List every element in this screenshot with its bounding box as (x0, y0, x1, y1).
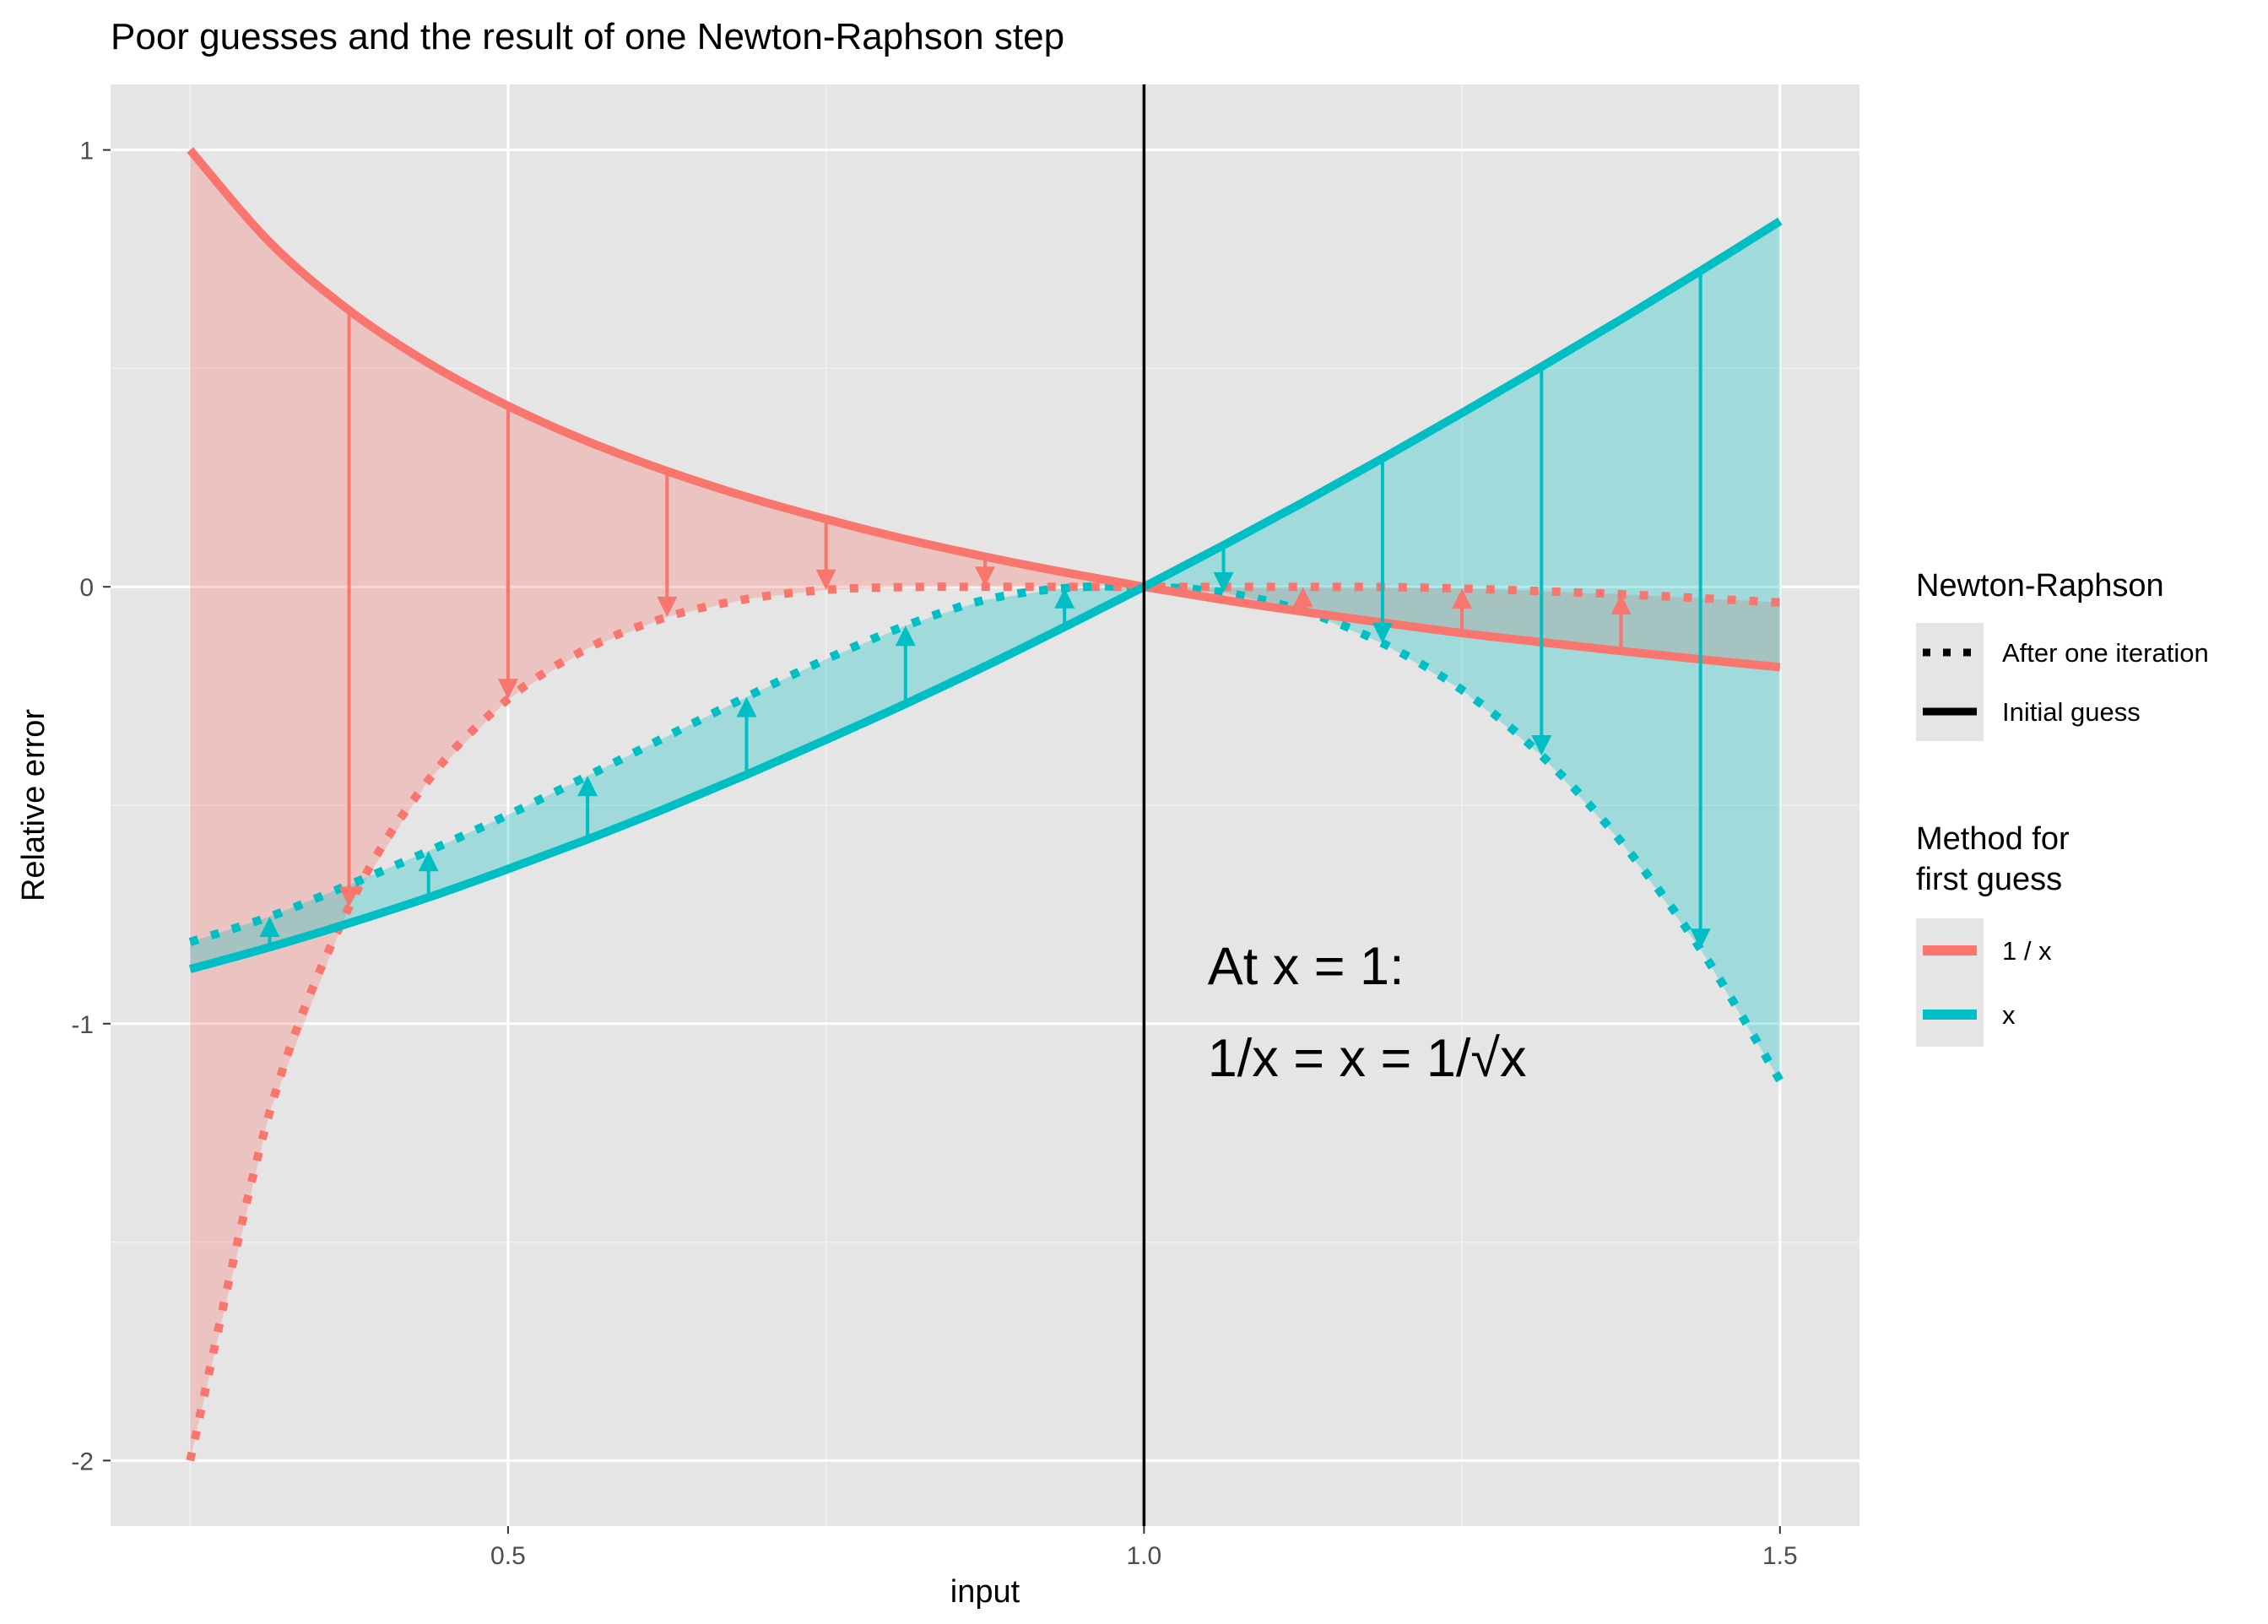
arrow-head-inverse (1610, 594, 1632, 614)
series-x-initial (188, 217, 1783, 973)
legend-label-inverse: 1 / x (2002, 936, 2052, 966)
newton-step-arrows (259, 271, 1711, 950)
arrow-head-inverse (497, 679, 518, 700)
y-axis-title: Relative error (16, 709, 51, 901)
y-axis: 1 0 -1 -2 (71, 138, 111, 1475)
series-inverse-initial (187, 147, 1781, 672)
annotation-line-2: 1/x = x = 1/√x (1208, 1029, 1527, 1088)
x-tick-label: 1.0 (1127, 1542, 1162, 1570)
legend-label-after-iteration: After one iteration (2002, 638, 2209, 668)
arrow-head-x (1213, 571, 1234, 593)
arrow-head-x (895, 625, 916, 647)
x-tick-label: 0.5 (490, 1542, 526, 1570)
arrow-head-x (418, 851, 439, 872)
x-axis: 0.5 1.0 1.5 (490, 1526, 1798, 1570)
arrow-head-inverse (657, 596, 678, 617)
arrow-head-inverse (1292, 587, 1313, 608)
y-tick-label: 1 (79, 138, 94, 165)
arrow-head-inverse (975, 566, 995, 587)
ribbon-x (190, 221, 1780, 1081)
y-tick-label: 0 (79, 574, 94, 602)
error-ribbons (190, 149, 1780, 1461)
y-tick-label: -2 (71, 1448, 94, 1475)
arrow-head-x (259, 917, 280, 937)
legend-title-linetype: Newton-Raphson (1916, 568, 2164, 604)
arrow-head-inverse (338, 886, 360, 907)
legend-label-x: x (2002, 1000, 2016, 1030)
arrow-head-x (577, 776, 598, 797)
legend-label-initial-guess: Initial guess (2002, 697, 2141, 727)
arrow-head-x (1372, 623, 1393, 643)
legend-title-method-line2: first guess (1916, 862, 2062, 897)
arrow-head-x (1531, 735, 1552, 755)
x-tick-label: 1.5 (1762, 1542, 1798, 1570)
arrow-head-inverse (815, 569, 836, 590)
arrow-head-x (736, 696, 757, 717)
arrow-head-x (1690, 928, 1711, 950)
x-axis-title: input (950, 1574, 1020, 1610)
legend-title-method-line1: Method for (1916, 821, 2070, 857)
legend: Newton-Raphson After one iteration Initi… (1916, 568, 2209, 1047)
annotation-line-1: At x = 1: (1208, 937, 1405, 996)
arrow-head-x (1054, 587, 1075, 609)
y-tick-label: -1 (71, 1011, 94, 1039)
series-x-after-iteration (188, 582, 1784, 1083)
chart-title: Poor guesses and the result of one Newto… (111, 16, 1064, 57)
minor-gridlines (111, 84, 1859, 1526)
arrow-head-inverse (1452, 588, 1473, 609)
ribbon-inverse (190, 149, 1780, 1461)
